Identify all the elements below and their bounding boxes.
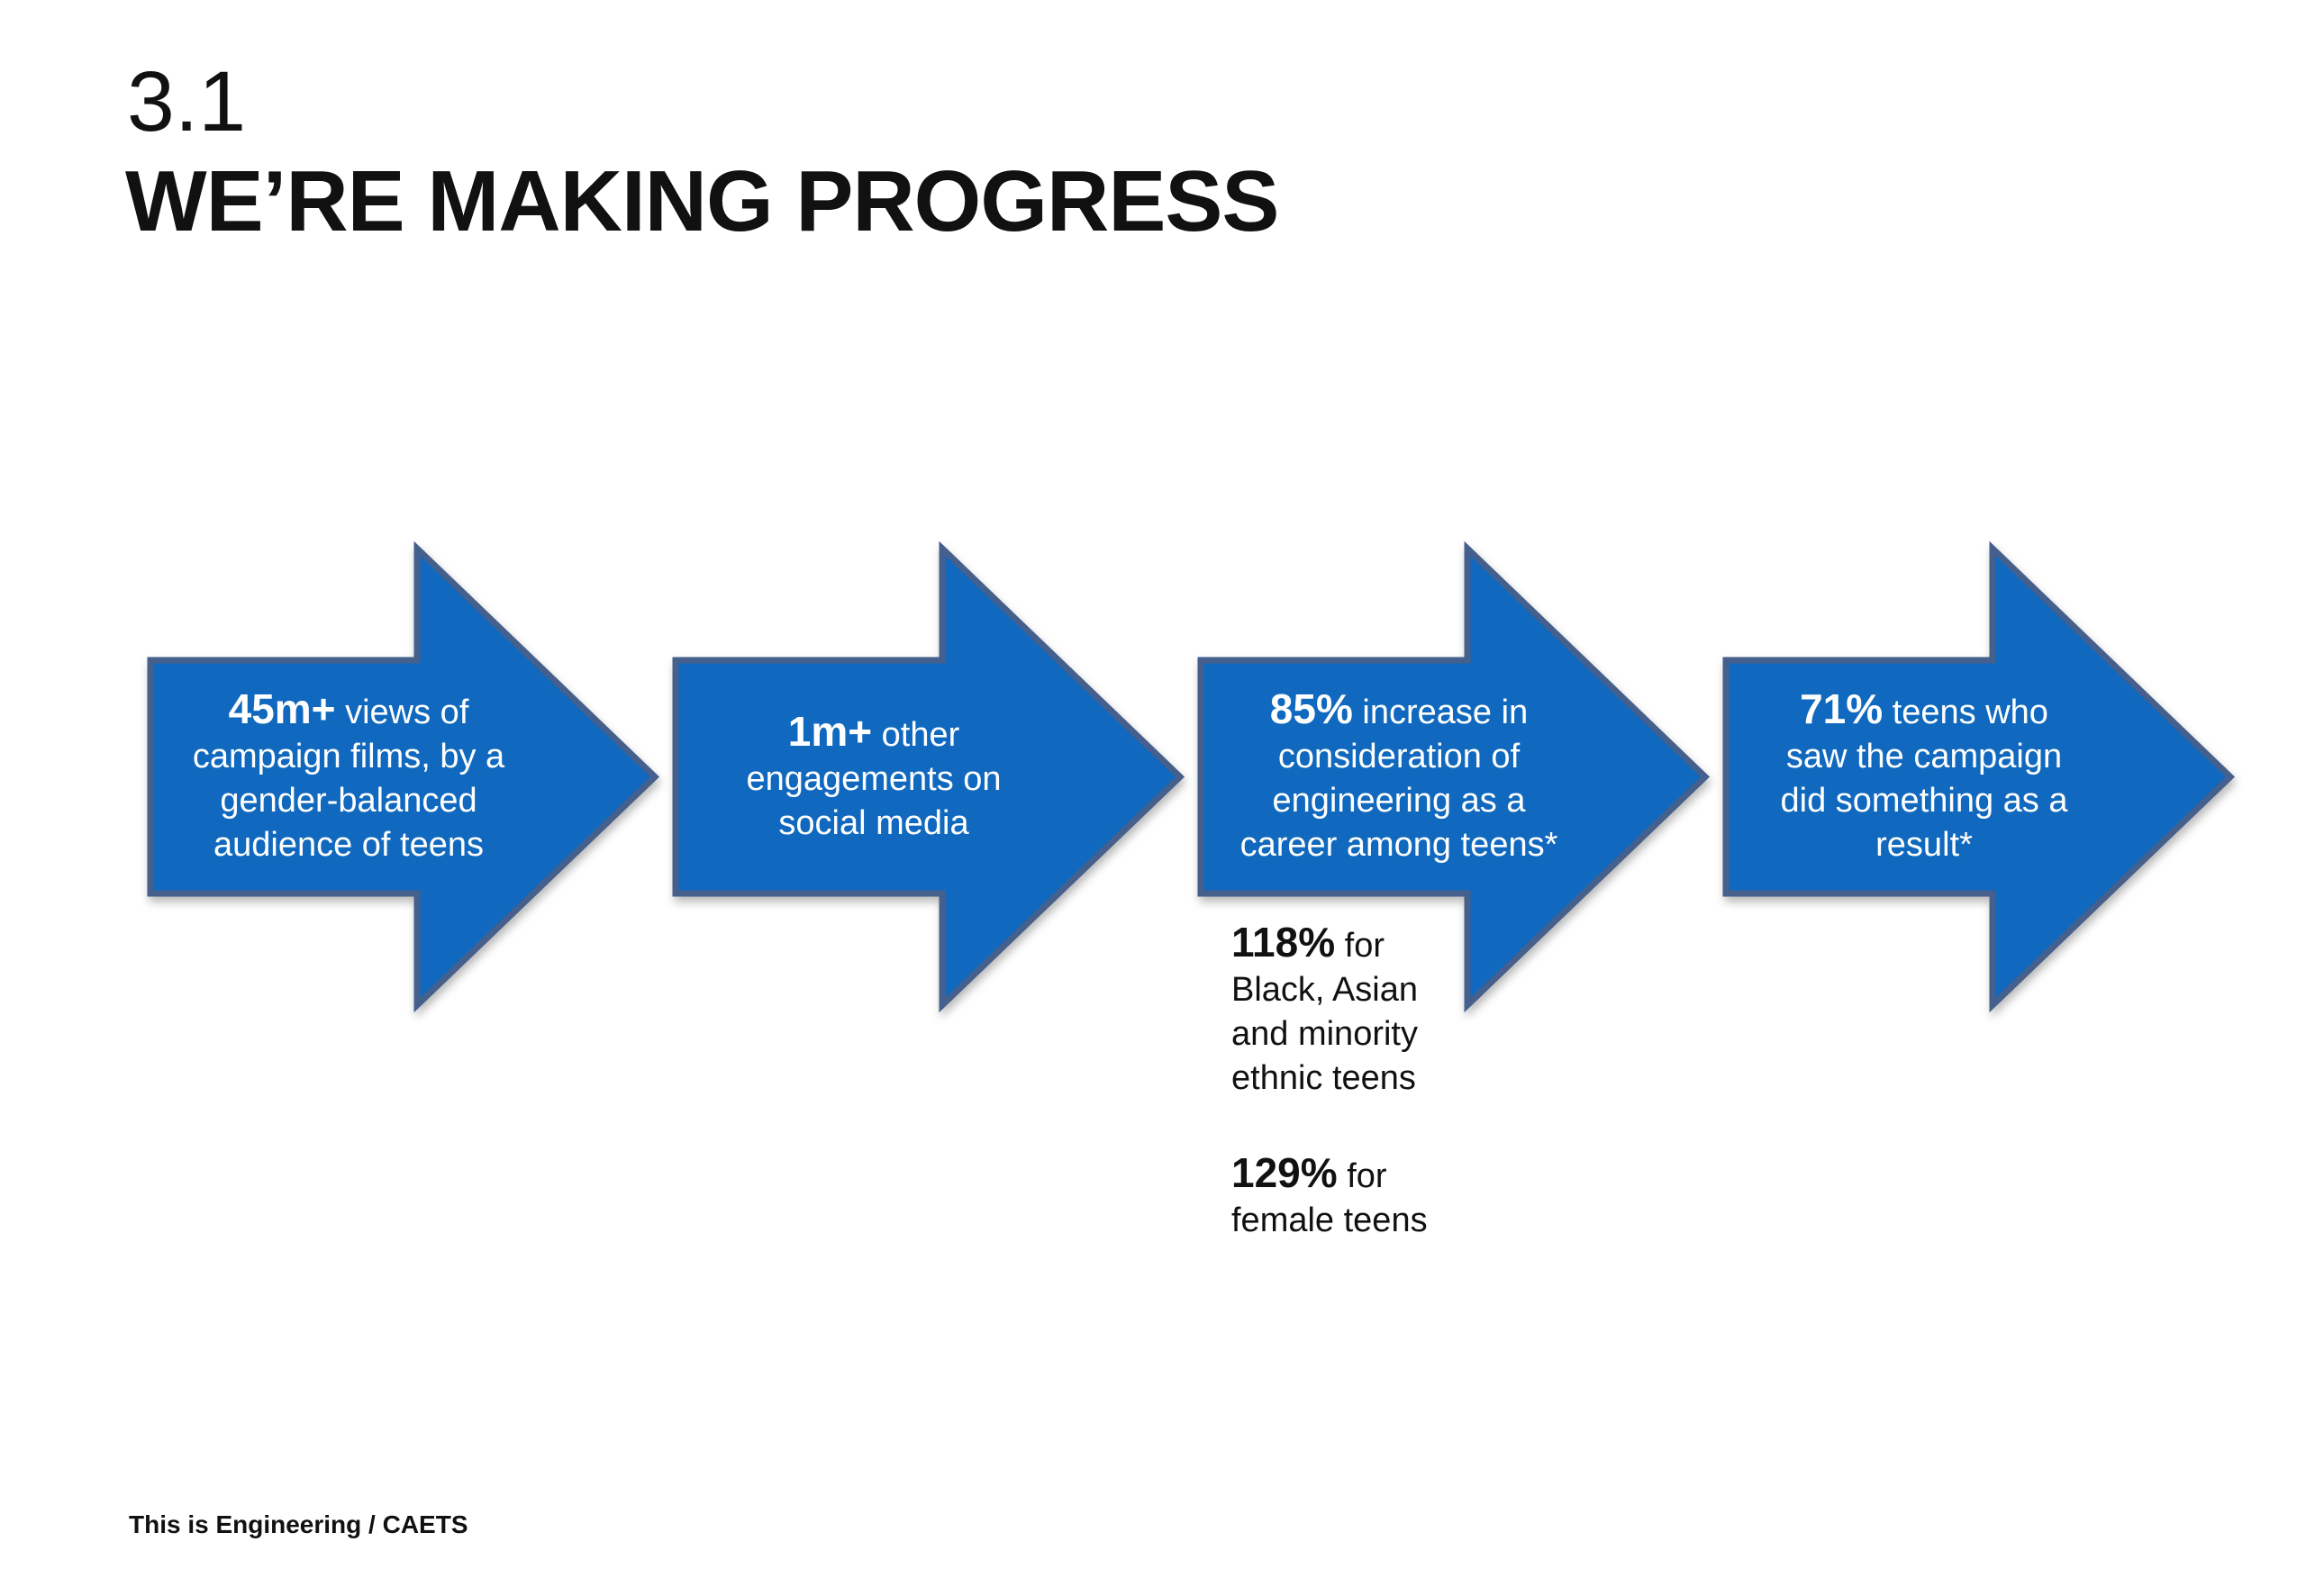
arrow-line: did something as a [1781, 779, 2068, 823]
callout-line: female teens [1231, 1199, 1428, 1243]
right-arrow-polygon [672, 540, 1185, 1013]
arrow-line: consideration of [1278, 735, 1520, 779]
arrow-line: 1m+ other [787, 707, 960, 757]
right-arrow-polygon [1197, 540, 1711, 1013]
right-arrow-shape [1197, 540, 1711, 1013]
arrow-line: audience of teens [213, 823, 484, 867]
stat-description: engineering as a [1272, 782, 1526, 820]
stat-description: ethnic teens [1231, 1059, 1416, 1097]
stat-description: female teens [1231, 1202, 1428, 1239]
stat-description: consideration of [1277, 738, 1521, 775]
right-arrow-polygon [147, 540, 660, 1013]
stat-description: for [1335, 927, 1385, 965]
stat-description: social media [778, 803, 969, 842]
right-arrow-shape [672, 540, 1185, 1013]
right-arrow-polygon [1722, 540, 2236, 1013]
stat-description: result* [1875, 826, 1973, 864]
callout-line: Black, Asian [1231, 968, 1428, 1012]
arrow-line: 45m+ views of [229, 687, 469, 735]
stat-value: 129% [1231, 1149, 1338, 1196]
stat-description: gender-balanced [220, 782, 477, 820]
section-number: 3.1 [127, 54, 247, 150]
arrow-career-consideration-label: 85% increase in consideration of engineeri… [1196, 660, 1602, 894]
callout-line: 129% for [1231, 1151, 1428, 1199]
arrow-line: 71% teens who [1800, 687, 2048, 735]
page-title: WE’RE MAKING PROGRESS [125, 153, 1279, 249]
stat-value: 45m+ [228, 685, 336, 732]
stat-description: saw the campaign [1785, 738, 2063, 775]
callout-female-teens: 129% for female teens [1231, 1151, 1428, 1243]
stat-description: teens who [1883, 694, 2048, 731]
arrow-line: campaign films, by a [193, 735, 504, 779]
stat-value: 85% [1269, 685, 1353, 732]
callout-bame-teens: 118% for Black, Asian and minority ethnic t… [1231, 920, 1428, 1101]
arrow-line: saw the campaign [1786, 735, 2062, 779]
callout-stats: 118% for Black, Asian and minority ethnic t… [1231, 920, 1428, 1293]
callout-line: ethnic teens [1231, 1056, 1428, 1101]
callout-line: 118% for [1231, 920, 1428, 968]
stat-description: increase in [1352, 694, 1529, 731]
right-arrow-shape [1722, 540, 2236, 1013]
arrow-line: engagements on [746, 757, 1001, 802]
arrow-line: career among teens* [1240, 823, 1558, 867]
arrow-campaign-views-label: 45m+ views of campaign films, by a gender-… [146, 660, 551, 894]
stat-description: and minority [1231, 1015, 1418, 1053]
arrow-line: 85% increase in [1270, 687, 1528, 735]
stat-value: 118% [1231, 919, 1336, 966]
stat-description: campaign films, by a [192, 738, 505, 775]
arrow-line: social media [778, 802, 968, 846]
callout-line: and minority [1231, 1012, 1428, 1056]
stat-description: did something as a [1780, 782, 2068, 820]
stat-value: 1m+ [787, 707, 873, 755]
arrow-line: engineering as a [1273, 779, 1526, 823]
arrow-line: gender-balanced [220, 779, 477, 823]
arrow-line: result* [1875, 823, 1973, 867]
right-arrow-shape [147, 540, 660, 1013]
stat-value: 71% [1800, 685, 1884, 732]
stat-description: other [872, 715, 960, 754]
footer-credit: This is Engineering / CAETS [129, 1510, 468, 1538]
stat-description: career among teens* [1239, 826, 1558, 864]
stat-description: for [1337, 1157, 1387, 1195]
arrow-social-engagements-label: 1m+ other engagements on social media [671, 660, 1076, 894]
stat-description: engagements on [746, 759, 1002, 798]
stat-description: audience of teens [213, 826, 484, 864]
arrow-action-taken-label: 71% teens who saw the campaign did somethi… [1721, 660, 2127, 894]
stat-description: Black, Asian [1231, 971, 1418, 1009]
stat-description: views of [335, 694, 469, 731]
